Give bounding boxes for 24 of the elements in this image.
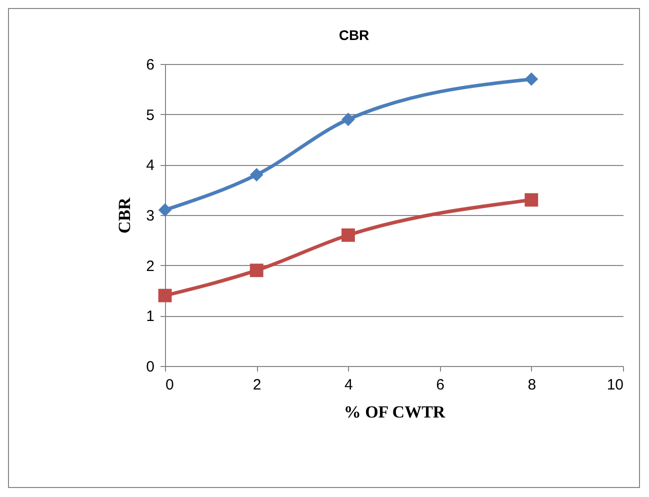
point <box>250 264 264 278</box>
x-tick-label: 10 <box>606 376 624 394</box>
x-tick-label: 0 <box>166 376 174 394</box>
x-axis-title: % OF CWTR <box>344 402 446 422</box>
y-tick-label: 5 <box>146 106 154 124</box>
y-tick-label: 0 <box>146 358 154 376</box>
y-tick-label: 3 <box>146 208 154 224</box>
x-tick-label: 6 <box>436 376 444 394</box>
y-tick-label: 2 <box>146 258 154 275</box>
x-tick-label: 2 <box>252 376 262 394</box>
x-tick-label: 8 <box>528 376 536 394</box>
y-tick-label: 1 <box>146 308 154 326</box>
point <box>158 203 172 217</box>
point <box>158 288 172 302</box>
point <box>524 72 538 86</box>
point <box>524 193 538 207</box>
x-tick-label: 4 <box>344 376 353 394</box>
point <box>341 112 355 126</box>
point <box>250 168 264 182</box>
point <box>341 228 355 242</box>
chart-title: CBR <box>338 27 370 43</box>
y-tick-label: 6 <box>146 56 154 74</box>
y-tick-label: 4 <box>146 157 154 174</box>
y-axis-title: CBR <box>115 196 134 234</box>
